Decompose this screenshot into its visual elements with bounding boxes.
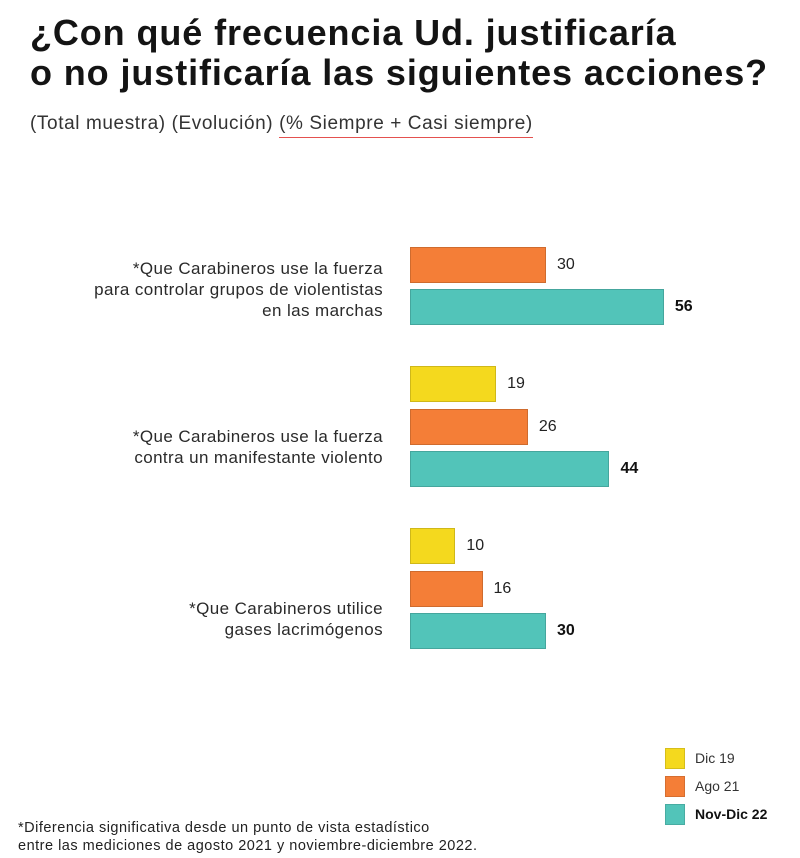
legend-label-novdic22: Nov-Dic 22 — [695, 806, 768, 822]
value-label-ago21-item-2: 26 — [538, 418, 557, 435]
bar-ago21-item-3 — [410, 571, 483, 607]
bar-ago21-item-2 — [410, 409, 528, 445]
chart-title: ¿Con qué frecuencia Ud. justificaría o n… — [30, 13, 768, 93]
footnote-line-2: entre las mediciones de agosto 2021 y no… — [18, 838, 478, 854]
category-label-2: *Que Carabineros use la fuerza contra un… — [13, 426, 383, 468]
bar-ago21-item-1 — [410, 247, 546, 283]
value-label-novdic22-item-3: 30 — [557, 622, 575, 639]
legend-swatch-dic19 — [665, 748, 685, 769]
bar-novdic22-item-1 — [410, 289, 664, 325]
value-label-dic19-item-3: 10 — [466, 537, 485, 554]
legend-swatch-novdic22 — [665, 804, 685, 825]
legend-label-ago21: Ago 21 — [695, 778, 740, 794]
chart-title-line-1: ¿Con qué frecuencia Ud. justificaría — [30, 12, 677, 53]
category-label-3: *Que Carabineros utilice gases lacrimóge… — [13, 598, 383, 640]
bar-novdic22-item-3 — [410, 613, 546, 649]
bar-dic19-item-2 — [410, 366, 497, 402]
category-label-2-line-2: contra un manifestante violento — [134, 448, 383, 467]
category-label-1: *Que Carabineros use la fuerza para cont… — [13, 258, 383, 321]
footnote: *Diferencia significativa desde un punto… — [18, 819, 478, 855]
category-label-3-line-1: *Que Carabineros utilice — [189, 599, 383, 618]
chart-subtitle: (Total muestra) (Evolución) (% Siempre +… — [30, 113, 533, 138]
chart-title-line-2: o no justificaría las siguientes accione… — [30, 52, 769, 93]
category-label-1-line-3: en las marchas — [262, 301, 383, 320]
category-label-1-line-2: para controlar grupos de violentistas — [94, 280, 383, 299]
bar-novdic22-item-2 — [410, 451, 610, 487]
value-label-dic19-item-2: 19 — [507, 375, 525, 392]
value-label-novdic22-item-2: 44 — [620, 460, 639, 477]
legend-swatch-ago21 — [665, 776, 685, 797]
category-label-3-line-2: gases lacrimógenos — [224, 620, 383, 639]
value-label-novdic22-item-1: 56 — [674, 298, 693, 315]
value-label-ago21-item-3: 16 — [493, 580, 512, 597]
footnote-line-1: *Diferencia significativa desde un punto… — [18, 820, 430, 836]
category-label-1-line-1: *Que Carabineros use la fuerza — [132, 259, 383, 278]
bar-dic19-item-3 — [410, 528, 456, 564]
legend-label-dic19: Dic 19 — [695, 750, 735, 766]
subtitle-underlined: (% Siempre + Casi siempre) — [279, 113, 533, 138]
category-label-2-line-1: *Que Carabineros use la fuerza — [132, 427, 383, 446]
value-label-ago21-item-1: 30 — [557, 256, 575, 273]
subtitle-prefix: (Total muestra) (Evolución) — [30, 113, 280, 134]
